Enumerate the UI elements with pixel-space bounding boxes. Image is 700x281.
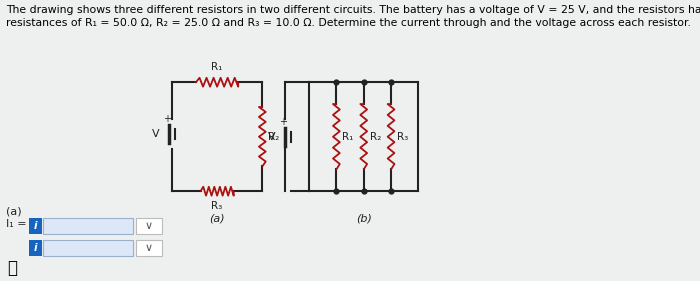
Text: ∨: ∨ (145, 243, 153, 253)
Text: I₁ =: I₁ = (6, 219, 27, 229)
Text: i: i (34, 243, 37, 253)
Text: V: V (267, 132, 275, 142)
Text: 🍪: 🍪 (8, 259, 18, 277)
Text: The drawing shows three different resistors in two different circuits. The batte: The drawing shows three different resist… (6, 5, 700, 15)
Text: (a): (a) (6, 206, 22, 216)
Text: ∨: ∨ (145, 221, 153, 231)
Bar (43, 240, 134, 256)
Text: +: + (162, 114, 171, 124)
Bar (29, 218, 42, 234)
Text: R₃: R₃ (211, 201, 223, 211)
Text: (b): (b) (356, 213, 372, 223)
Text: i: i (34, 221, 37, 231)
Text: V: V (151, 129, 159, 139)
Bar (136, 218, 162, 234)
Text: R₂: R₂ (268, 132, 279, 142)
Text: resistances of R₁ = 50.0 Ω, R₂ = 25.0 Ω and R₃ = 10.0 Ω. Determine the current t: resistances of R₁ = 50.0 Ω, R₂ = 25.0 Ω … (6, 18, 691, 28)
Bar (29, 240, 42, 256)
Text: +: + (279, 117, 287, 127)
Text: (a): (a) (209, 213, 225, 223)
Text: R₁: R₁ (211, 62, 223, 72)
Text: R₁: R₁ (342, 132, 354, 142)
Text: R₂: R₂ (370, 132, 381, 142)
Bar (43, 218, 134, 234)
Text: R₃: R₃ (397, 132, 408, 142)
Bar (136, 240, 162, 256)
